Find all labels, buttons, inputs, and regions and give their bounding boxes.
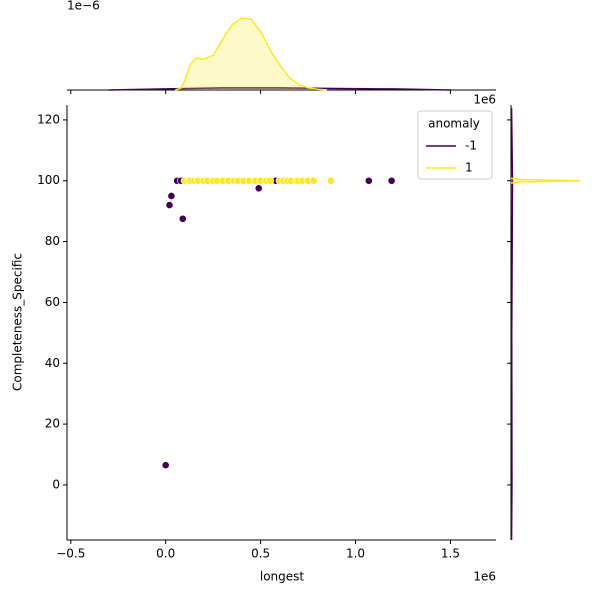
x-tick-label: 1.5 — [441, 547, 460, 561]
legend-title: anomaly — [428, 117, 480, 131]
legend-label: 1 — [465, 161, 473, 175]
legend-label: -1 — [465, 139, 477, 153]
point — [309, 176, 318, 185]
point — [266, 176, 275, 185]
x-tick-label: 0.5 — [251, 547, 270, 561]
y-tick-label: 100 — [37, 173, 60, 187]
kde-line — [108, 87, 451, 91]
point — [254, 184, 263, 193]
y-tick-label: 40 — [45, 356, 60, 370]
top-offset-label: 1e−6 — [67, 0, 100, 13]
x-tick-label: −0.5 — [56, 547, 85, 561]
y-tick-label: 60 — [45, 295, 60, 309]
x-offset-label: 1e6 — [473, 570, 496, 584]
y-tick-label: 80 — [45, 234, 60, 248]
point — [387, 176, 396, 185]
y-axis-label: Completeness_Specific — [11, 253, 25, 391]
point — [165, 201, 174, 209]
point — [178, 214, 187, 223]
point — [161, 461, 170, 470]
x-tick-label: 0.0 — [156, 547, 175, 561]
y-tick-label: 0 — [52, 477, 60, 491]
kde-line — [510, 177, 581, 184]
y-tick-label: 120 — [37, 112, 60, 126]
legend-box — [417, 110, 493, 180]
y-tick-label: 20 — [45, 417, 60, 431]
point — [167, 192, 176, 200]
kde-line — [510, 107, 514, 540]
right-offset-label: 1e6 — [473, 93, 496, 107]
point — [326, 176, 335, 185]
kde-line — [174, 17, 328, 91]
kde-fill — [175, 18, 328, 90]
point — [364, 176, 373, 185]
x-tick-label: 1.0 — [346, 547, 365, 561]
x-axis-label: longest — [260, 570, 305, 584]
